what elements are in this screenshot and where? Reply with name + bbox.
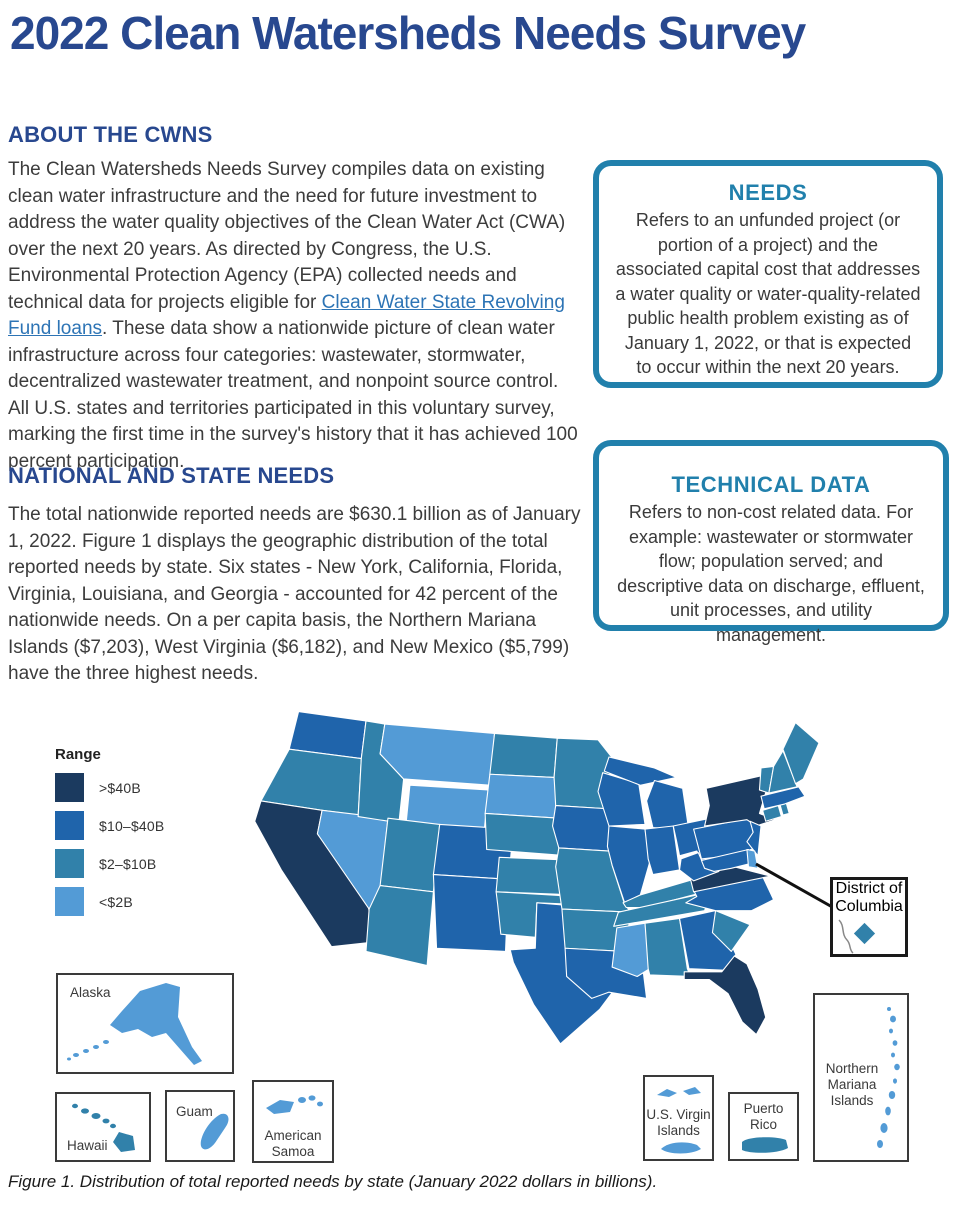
inset-district-of-columbia: District of Columbia <box>830 877 908 957</box>
map-legend: Range >$40B $10–$40B $2–$10B <$2B <box>55 746 235 926</box>
legend-swatch-10to40 <box>55 811 84 840</box>
dc-diamond <box>853 922 876 945</box>
about-heading: ABOUT THE CWNS <box>8 122 213 147</box>
legend-label-2to10: $2–$10B <box>99 855 157 872</box>
legend-title: Range <box>55 746 101 763</box>
state-TN <box>613 891 712 927</box>
inset-label-alaska: Alaska <box>70 985 111 1000</box>
us-choropleth-map <box>254 711 820 1045</box>
inset-alaska: Alaska <box>56 973 234 1074</box>
legend-swatch-gt40 <box>55 773 84 802</box>
legend-item-10to40: $10–$40B <box>55 811 164 840</box>
hawaii-shape <box>72 1103 135 1152</box>
inset-label-american-samoa: American Samoa <box>264 1128 322 1159</box>
alaska-shape <box>67 983 202 1065</box>
dc-map-shape <box>838 919 876 954</box>
about-para1-after-link: . These data show a nationwide picture o… <box>8 318 559 392</box>
inset-us-virgin-islands: U.S. Virgin Islands <box>643 1075 714 1161</box>
needs-callout-body: Refers to an unfunded project (or portio… <box>615 210 921 377</box>
state-DE <box>746 848 759 869</box>
inset-label-district-of-columbia: District of Columbia <box>835 880 903 915</box>
legend-item-gt40: >$40B <box>55 773 141 802</box>
inset-northern-mariana: Northern Mariana Islands <box>813 993 909 1162</box>
american-samoa-shape <box>266 1095 323 1114</box>
about-para1-before-link: The Clean Watersheds Needs Survey compil… <box>8 159 566 313</box>
national-paragraph: The total nationwide reported needs are … <box>8 504 581 684</box>
legend-item-2to10: $2–$10B <box>55 849 156 878</box>
state-SD <box>484 773 560 819</box>
national-heading: NATIONAL AND STATE NEEDS <box>8 463 335 488</box>
inset-label-guam: Guam <box>176 1104 213 1119</box>
figure-caption: Figure 1. Distribution of total reported… <box>8 1172 658 1191</box>
state-ND <box>489 732 558 778</box>
about-paragraph-2: All U.S. states and territories particip… <box>8 397 578 472</box>
technical-callout-heading: TECHNICAL DATA <box>671 472 871 497</box>
about-paragraphs: The Clean Watersheds Needs Survey compil… <box>8 157 584 475</box>
inset-hawaii: Hawaii <box>55 1092 151 1162</box>
inset-label-hawaii: Hawaii <box>67 1138 108 1153</box>
state-NM <box>432 874 510 952</box>
state-ME <box>782 721 820 785</box>
inset-label-puerto-rico: Puerto Rico <box>743 1101 784 1132</box>
state-MI-lower <box>646 779 690 832</box>
usvi-south-shape <box>661 1142 701 1154</box>
state-NH <box>768 750 798 794</box>
state-AZ <box>365 885 434 967</box>
inset-label-us-virgin-islands: U.S. Virgin Islands <box>646 1107 711 1138</box>
inset-puerto-rico: Puerto Rico <box>728 1092 799 1161</box>
technical-callout-box: TECHNICAL DATA Refers to non-cost relate… <box>593 440 949 645</box>
state-UT <box>379 817 441 893</box>
needs-callout-heading: NEEDS <box>728 180 808 205</box>
inset-guam: Guam <box>165 1090 235 1162</box>
dc-callout-line <box>755 862 835 910</box>
about-paragraph-1: The Clean Watersheds Needs Survey compil… <box>8 157 584 396</box>
state-SC <box>711 910 751 952</box>
technical-callout-body: Refers to non-cost related data. For exa… <box>617 502 925 645</box>
needs-callout-box: NEEDS Refers to an unfunded project (or … <box>593 160 943 388</box>
legend-label-lt2: <$2B <box>99 893 133 910</box>
state-FL <box>683 955 767 1036</box>
legend-item-lt2: <$2B <box>55 887 133 916</box>
legend-swatch-2to10 <box>55 849 84 878</box>
inset-american-samoa: American Samoa <box>252 1080 334 1163</box>
state-MS <box>611 922 651 978</box>
legend-label-10to40: $10–$40B <box>99 817 165 834</box>
state-MT <box>379 723 496 786</box>
state-IN <box>644 825 681 876</box>
guam-shape <box>200 1113 229 1150</box>
northern-mariana-shape <box>877 1007 900 1148</box>
cwsrf-link[interactable]: Clean Water State Revolving Fund loans <box>8 291 565 340</box>
state-NJ <box>746 820 762 857</box>
legend-swatch-lt2 <box>55 887 84 916</box>
inset-label-northern-mariana: Northern Mariana Islands <box>825 1061 879 1108</box>
usvi-north-shape <box>657 1087 701 1097</box>
puerto-rico-shape <box>742 1137 788 1153</box>
page-title: 2022 Clean Watersheds Needs Survey <box>10 7 806 59</box>
legend-label-gt40: >$40B <box>99 779 141 796</box>
